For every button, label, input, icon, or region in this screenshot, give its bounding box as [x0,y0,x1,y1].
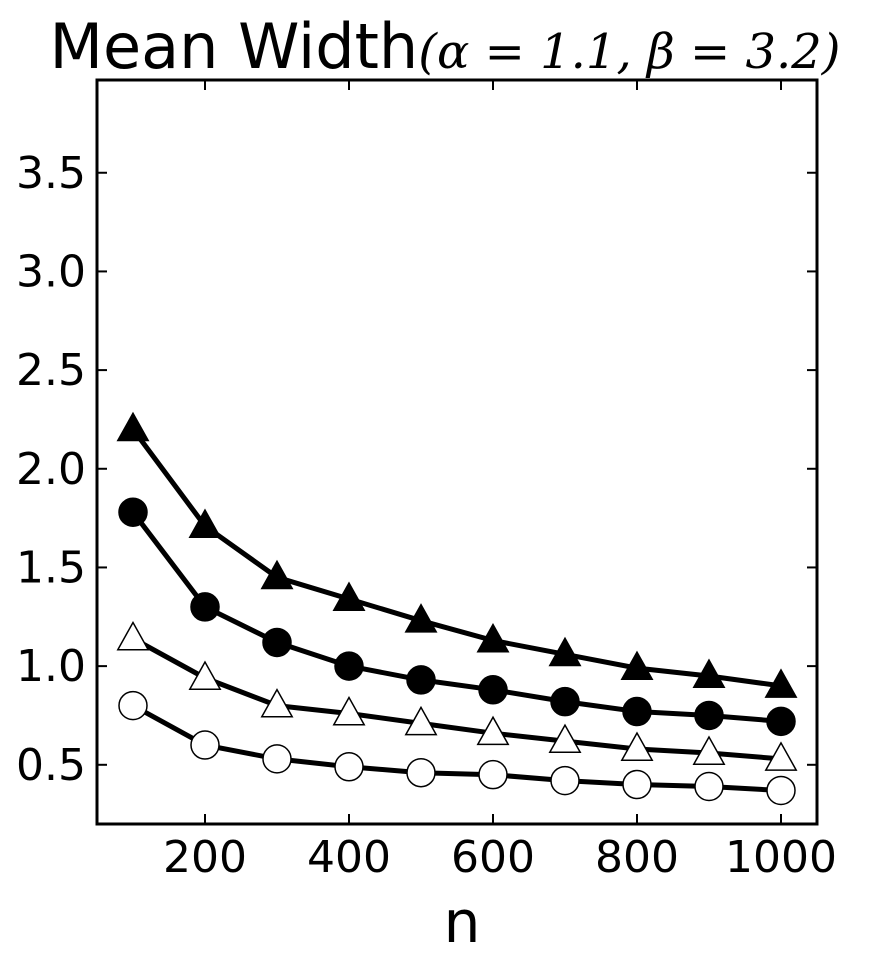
chart-title: Mean Width(α = 1.1, β = 3.2) [49,10,840,83]
series-2-point-400 [334,651,364,681]
series-4-line [131,703,782,793]
x-tick-label-600: 600 [451,832,535,883]
series-3-point-1000 [764,741,798,771]
series-3-line [131,636,782,762]
series-1-point-800 [620,650,654,681]
series-1-point-700 [548,636,582,667]
series-1-point-1000 [764,668,798,698]
series-4-point-300 [262,744,292,774]
series-4-point-200 [190,730,220,760]
x-tick-label-400: 400 [307,832,391,883]
y-tick-label-2: 2.0 [16,444,86,495]
y-tick-label-3: 3.0 [16,246,86,297]
series-3-point-600 [476,715,510,746]
series-1-point-500 [404,603,438,633]
series-3-point-700 [548,723,582,754]
series-4-point-500 [406,757,436,788]
plot-area [116,411,798,806]
x-tick-label-800: 800 [595,832,679,883]
x-tick-label-200: 200 [163,832,247,883]
series-2-point-800 [622,696,652,727]
series-2-line [131,510,782,724]
series-4-point-400 [334,752,364,782]
series-1-point-900 [692,658,726,688]
series-4-point-100 [118,690,148,721]
plot-frame [95,78,819,826]
y-tick-label-1.5: 1.5 [16,542,86,593]
series-3-point-500 [404,705,438,736]
series-3-point-100 [116,620,150,651]
series-2-point-300 [262,627,292,658]
series-3-point-200 [188,660,222,690]
series-1-point-200 [188,508,222,538]
series-4-point-800 [622,769,652,800]
series-3-point-400 [332,695,366,726]
series-1-point-600 [476,622,510,653]
series-2-point-500 [406,665,436,695]
series-3-point-300 [260,688,294,718]
series-3-point-900 [692,735,726,765]
x-tick-label-1000: 1000 [725,832,837,883]
series-2-point-200 [190,592,220,622]
axis-ticks: 200 400 600 800 1000 0.5 1.0 1.5 2.0 2.5 3.0 3.5 [16,80,837,883]
chart-title-text: Mean Width [49,10,418,83]
x-axis-label: n [444,888,481,956]
series-4-point-600 [478,759,508,790]
series-2-point-600 [478,675,508,705]
series-4-point-1000 [766,775,796,806]
series-1-point-100 [116,411,150,442]
y-tick-label-2.5: 2.5 [16,345,86,396]
y-tick-label-0.5: 0.5 [16,740,86,791]
series-4-point-700 [550,765,580,796]
series-1-point-300 [260,559,294,590]
y-tick-label-3.5: 3.5 [16,148,86,199]
series-2-point-100 [118,497,148,527]
series-3-point-800 [620,731,654,761]
series-2-point-700 [550,686,580,717]
series-1-line [130,427,782,689]
series-1-point-400 [332,581,366,611]
series-4-point-900 [694,771,724,802]
series-2-point-900 [694,700,724,731]
series-2-point-1000 [766,706,796,737]
chart-title-parameters: (α = 1.1, β = 3.2) [418,24,840,80]
y-tick-label-1: 1.0 [16,641,86,692]
